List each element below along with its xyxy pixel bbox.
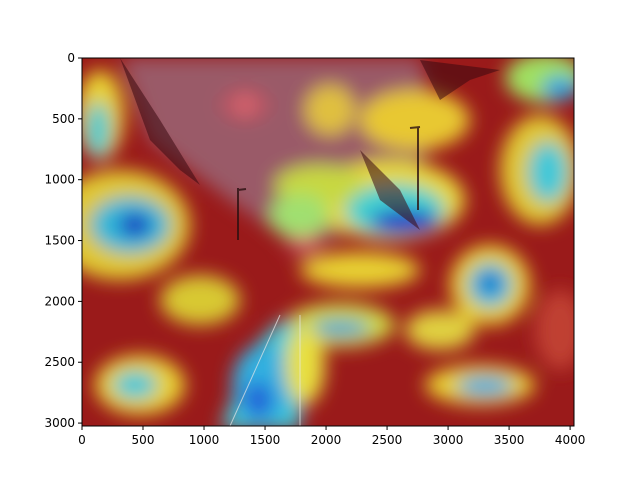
- y-tick-label: 1500: [44, 234, 75, 248]
- y-tick-label: 3000: [44, 416, 75, 430]
- y-axis: 0 500 1000 1500 2000 2500 3000: [44, 51, 82, 430]
- y-tick-label: 500: [52, 112, 75, 126]
- plot-frame: [81, 57, 575, 427]
- y-tick-label: 1000: [44, 173, 75, 187]
- x-tick-label: 3000: [433, 433, 464, 447]
- y-tick-label: 2500: [44, 355, 75, 369]
- x-tick-label: 3500: [494, 433, 525, 447]
- x-axis: 0 500 1000 1500 2000 2500 3000 3500 4000: [78, 426, 585, 447]
- y-tick-label: 2000: [44, 294, 75, 308]
- y-tick-label: 0: [67, 51, 75, 65]
- x-tick-label: 1000: [189, 433, 220, 447]
- x-tick-label: 1500: [250, 433, 281, 447]
- x-tick-label: 0: [78, 433, 86, 447]
- heatmap-image: [82, 58, 574, 426]
- x-tick-label: 2000: [311, 433, 342, 447]
- x-tick-label: 4000: [555, 433, 586, 447]
- x-tick-label: 2500: [372, 433, 403, 447]
- x-tick-label: 500: [132, 433, 155, 447]
